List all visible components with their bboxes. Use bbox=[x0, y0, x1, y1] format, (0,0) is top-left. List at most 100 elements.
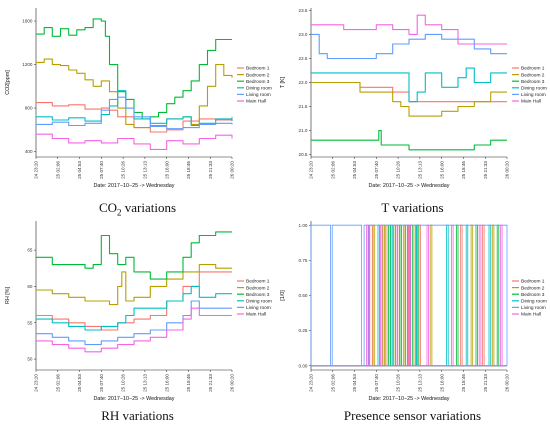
x-axis-title: Date: 2017−10−25 -> Wednesday bbox=[369, 183, 450, 189]
series-line-main-hall bbox=[36, 307, 232, 353]
y-tick-label: 400 bbox=[25, 149, 33, 154]
y-tick-label: 50 bbox=[27, 357, 33, 362]
x-tick-label: 25 18:46 bbox=[186, 374, 191, 392]
legend-label: Living room bbox=[246, 305, 271, 311]
x-tick-label: 25 04:53 bbox=[77, 161, 82, 179]
x-tick-label: 25 02:06 bbox=[330, 161, 335, 179]
legend-label: Living room bbox=[521, 92, 546, 98]
x-tick-label: 25 16:00 bbox=[439, 374, 444, 392]
legend-label: Bedroom 2 bbox=[521, 285, 545, 291]
x-tick-label: 25 16:00 bbox=[164, 161, 169, 179]
x-tick-label: 25 02:06 bbox=[55, 161, 60, 179]
x-tick-label: 24 23:20 bbox=[34, 161, 39, 179]
legend-label: Bedroom 2 bbox=[521, 72, 545, 78]
x-tick-label: 26 00:20 bbox=[505, 161, 510, 179]
y-tick-label: 0.50 bbox=[299, 293, 308, 298]
legend-label: Bedroom 3 bbox=[521, 79, 545, 85]
x-tick-label: 25 07:40 bbox=[374, 161, 379, 179]
legend-label: Bedroom 2 bbox=[246, 285, 270, 291]
series-line-living-room bbox=[311, 33, 507, 60]
x-tick-label: 25 21:33 bbox=[483, 161, 488, 179]
y-axis-title: T [K] bbox=[280, 76, 286, 88]
caption-co2-sub: 2 bbox=[117, 207, 122, 218]
y-tick-label: 0.75 bbox=[299, 258, 308, 263]
x-tick-label: 25 13:13 bbox=[417, 374, 422, 392]
pulse-line-main-hall bbox=[311, 224, 507, 367]
legend-label: Bedroom 1 bbox=[521, 279, 545, 285]
y-tick-label: 1200 bbox=[22, 62, 33, 67]
x-tick-label: 25 21:33 bbox=[208, 374, 213, 392]
series-line-main-hall bbox=[36, 133, 233, 150]
x-tick-label: 25 18:46 bbox=[461, 374, 466, 392]
x-tick-label: 25 13:13 bbox=[142, 374, 147, 392]
legend-label: Bedroom 1 bbox=[246, 279, 270, 285]
presence-chart-svg: 0.00 0.25 0.50 0.75 1.00 24 23:20 25 02:06 25 0… bbox=[280, 221, 547, 402]
x-tick-label: 26 00:20 bbox=[505, 374, 510, 392]
y-tick-label: 23.5 bbox=[299, 8, 308, 13]
x-tick-label: 25 02:06 bbox=[330, 374, 335, 392]
series-line-bedroom-1 bbox=[36, 271, 232, 331]
y-axis-title: RH [%] bbox=[5, 286, 11, 304]
y-tick-label: 21.0 bbox=[299, 128, 308, 133]
x-axis-title: Date: 2017−10−25 -> Wednesday bbox=[94, 396, 175, 402]
x-tick-label: 25 04:53 bbox=[77, 374, 82, 392]
legend-label: Bedroom 1 bbox=[246, 66, 270, 72]
x-tick-label: 25 07:40 bbox=[99, 161, 104, 179]
co2-chart-svg: 400 800 1200 1600 24 23:20 25 02:06 25 04:53 25… bbox=[5, 8, 272, 189]
legend-label: Bedroom 2 bbox=[246, 72, 270, 78]
y-tick-label: 1600 bbox=[22, 19, 33, 24]
caption-presence: Presence sensor variations bbox=[343, 408, 482, 423]
legend-label: Bedroom 1 bbox=[521, 66, 545, 72]
series-line-bedroom-2 bbox=[36, 264, 232, 306]
y-tick-label: 20.5 bbox=[299, 152, 308, 157]
legend-label: Bedroom 3 bbox=[521, 292, 545, 298]
x-tick-label: 25 21:33 bbox=[208, 161, 213, 179]
legend-label: Bedroom 3 bbox=[246, 79, 270, 85]
legend-label: Living room bbox=[521, 305, 546, 311]
x-tick-label: 25 07:40 bbox=[374, 374, 379, 392]
caption-co2-rest: variations bbox=[121, 200, 177, 215]
y-axis-title: CO2[ppm] bbox=[5, 70, 11, 95]
series-line-living-room bbox=[36, 96, 233, 130]
series-line-bedroom-2 bbox=[311, 81, 507, 117]
y-tick-label: 65 bbox=[27, 248, 33, 253]
y-tick-label: 0.00 bbox=[299, 363, 308, 368]
legend-label: Dining room bbox=[246, 86, 272, 92]
series-line-dining-room bbox=[36, 285, 232, 331]
x-tick-label: 25 04:53 bbox=[352, 374, 357, 392]
y-tick-label: 23.0 bbox=[299, 32, 308, 37]
rh-chart-svg: 50 55 60 65 24 23:20 25 02:06 25 04:53 25 07:40… bbox=[5, 221, 272, 402]
y-axis-title: [1/0] bbox=[280, 290, 286, 301]
series-line-living-room bbox=[36, 300, 232, 346]
x-tick-label: 25 10:26 bbox=[396, 161, 401, 179]
legend-label: Dining room bbox=[246, 299, 272, 305]
x-tick-label: 24 23:20 bbox=[309, 161, 314, 179]
legend-label: Main Hall bbox=[521, 312, 541, 318]
y-tick-label: 1.00 bbox=[299, 223, 308, 228]
y-tick-label: 22.0 bbox=[299, 80, 308, 85]
x-tick-label: 26 00:20 bbox=[230, 161, 235, 179]
y-tick-label: 800 bbox=[25, 106, 33, 111]
x-axis-title: Date: 2017−10−25 -> Wednesday bbox=[369, 396, 450, 402]
co2-chart-panel: 400 800 1200 1600 24 23:20 25 02:06 25 04:53 25… bbox=[0, 0, 275, 205]
y-tick-label: 22.5 bbox=[299, 56, 308, 61]
y-tick-label: 0.25 bbox=[299, 328, 308, 333]
series-line-bedroom-3 bbox=[36, 231, 232, 280]
temperature-chart-panel: 20.5 21.0 21.5 22.0 22.5 23.0 23.5 24 23:20 25 0… bbox=[275, 0, 550, 205]
x-tick-label: 25 10:26 bbox=[121, 374, 126, 392]
legend-label: Bedroom 3 bbox=[246, 292, 270, 298]
series-line-bedroom-3 bbox=[36, 18, 232, 120]
legend-label: Living room bbox=[246, 92, 271, 98]
series-line-dining-room bbox=[311, 67, 507, 103]
presence-chart-panel: 0.00 0.25 0.50 0.75 1.00 24 23:20 25 02:06 25 0… bbox=[275, 213, 550, 418]
temperature-chart-svg: 20.5 21.0 21.5 22.0 22.5 23.0 23.5 24 23:20 25 0… bbox=[280, 8, 547, 189]
x-tick-label: 25 13:13 bbox=[142, 161, 147, 179]
x-tick-label: 24 23:20 bbox=[309, 374, 314, 392]
x-tick-label: 25 18:46 bbox=[461, 161, 466, 179]
x-tick-label: 25 21:33 bbox=[483, 374, 488, 392]
y-tick-label: 21.5 bbox=[299, 104, 308, 109]
legend-label: Dining room bbox=[521, 299, 547, 305]
rh-chart-panel: 50 55 60 65 24 23:20 25 02:06 25 04:53 25 07:40… bbox=[0, 213, 275, 418]
x-tick-label: 25 16:00 bbox=[164, 374, 169, 392]
caption-co2-main: CO bbox=[98, 200, 118, 215]
